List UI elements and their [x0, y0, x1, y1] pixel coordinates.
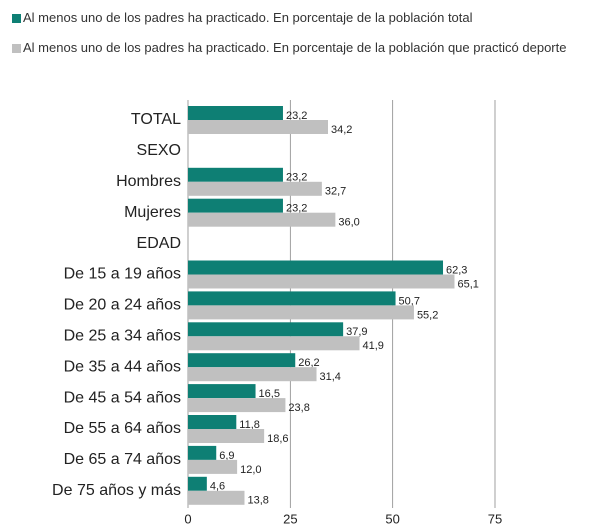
bar — [188, 429, 265, 443]
value-label: 23,8 — [288, 402, 309, 414]
x-tick-label: 75 — [488, 511, 502, 526]
bar — [188, 459, 238, 474]
bar — [188, 260, 444, 275]
y-tick-label: De 45 a 54 años — [64, 389, 181, 406]
bar — [188, 398, 286, 413]
value-label: 23,2 — [286, 172, 307, 184]
value-label: 62,3 — [446, 264, 467, 276]
bar — [188, 291, 396, 306]
bar — [188, 305, 414, 320]
value-label: 55,2 — [417, 309, 438, 321]
y-tick-label: De 20 a 24 años — [64, 297, 181, 314]
legend-swatch — [12, 44, 21, 53]
value-label: 34,2 — [331, 124, 352, 136]
value-label: 6,9 — [219, 450, 234, 462]
y-tick-label: SEXO — [137, 142, 181, 159]
y-tick-label: De 25 a 34 años — [64, 328, 181, 345]
bar — [188, 353, 296, 368]
bar — [188, 336, 360, 351]
legend-swatch — [12, 14, 21, 23]
y-tick-label: De 65 a 74 años — [64, 451, 181, 468]
value-label: 16,5 — [259, 388, 280, 400]
y-tick-label: Hombres — [116, 173, 181, 190]
bar — [188, 106, 283, 120]
y-tick-label: Mujeres — [124, 204, 181, 221]
value-label: 32,7 — [325, 186, 346, 198]
bar — [188, 476, 207, 491]
bar — [188, 274, 455, 289]
value-label: 18,6 — [267, 433, 288, 445]
y-tick-label: De 15 a 19 años — [64, 266, 181, 283]
bar — [188, 384, 256, 399]
bar — [188, 198, 283, 213]
bar — [188, 490, 245, 505]
value-label: 4,6 — [210, 481, 225, 493]
value-label: 11,8 — [239, 419, 260, 431]
bar — [188, 415, 237, 429]
legend-label: Al menos uno de los padres ha practicado… — [23, 40, 567, 55]
x-tick-label: 50 — [385, 511, 399, 526]
bar — [188, 120, 328, 134]
y-tick-label: De 75 años y más — [52, 482, 181, 499]
value-label: 41,9 — [363, 340, 384, 352]
legend: Al menos uno de los padres ha practicado… — [12, 10, 602, 70]
value-label: 31,4 — [320, 371, 341, 383]
value-label: 37,9 — [346, 326, 367, 338]
value-label: 23,2 — [286, 203, 307, 215]
value-label: 13,8 — [247, 495, 268, 507]
value-label: 23,2 — [286, 110, 307, 122]
bar — [188, 367, 317, 382]
bar — [188, 445, 217, 460]
value-label: 26,2 — [298, 357, 319, 369]
y-tick-label: De 55 a 64 años — [64, 420, 181, 437]
x-tick-label: 25 — [283, 511, 297, 526]
value-label: 50,7 — [399, 295, 420, 307]
bar — [188, 181, 322, 196]
value-label: 65,1 — [457, 278, 478, 290]
legend-item: Al menos uno de los padres ha practicado… — [12, 40, 602, 56]
bar — [188, 212, 336, 227]
value-label: 36,0 — [338, 217, 359, 229]
y-tick-label: TOTAL — [131, 111, 181, 128]
y-tick-label: De 35 a 44 años — [64, 358, 181, 375]
legend-label: Al menos uno de los padres ha practicado… — [23, 10, 473, 25]
bar — [188, 167, 283, 182]
x-tick-label: 0 — [184, 511, 191, 526]
y-tick-label: EDAD — [137, 235, 181, 252]
value-label: 12,0 — [240, 464, 261, 476]
legend-item: Al menos uno de los padres ha practicado… — [12, 10, 602, 26]
bar — [188, 322, 344, 337]
